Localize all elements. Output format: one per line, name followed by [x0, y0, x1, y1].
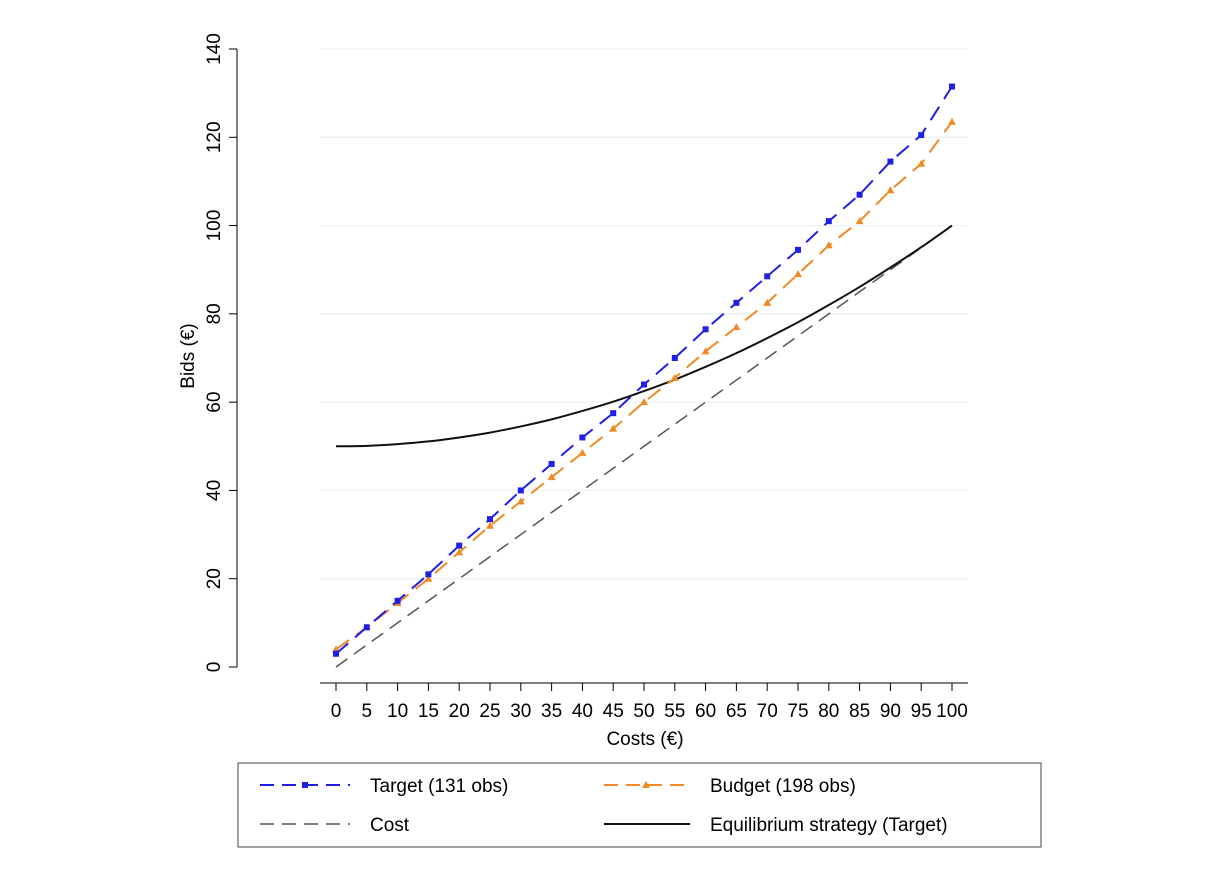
y-tick-label-0: 0 — [204, 662, 225, 673]
point-budget-45 — [609, 424, 618, 432]
point-target-50 — [641, 381, 647, 388]
series-line-equilibrium — [335, 224, 953, 448]
point-target-35 — [548, 460, 555, 467]
x-tick-label-10: 10 — [387, 701, 408, 722]
point-target-75 — [795, 246, 801, 253]
series-line-target — [335, 85, 953, 655]
x-tick-label-80: 80 — [818, 701, 839, 722]
point-budget-100 — [948, 117, 956, 125]
x-tick-label-90: 90 — [880, 701, 901, 722]
x-tick-label-85: 85 — [849, 701, 870, 722]
point-target-65 — [733, 299, 740, 306]
point-budget-55 — [670, 373, 679, 381]
x-tick-label-25: 25 — [479, 701, 500, 722]
point-budget-90 — [886, 186, 895, 194]
point-target-85 — [856, 191, 863, 198]
y-tick-label-80: 80 — [204, 303, 225, 324]
point-budget-40 — [578, 448, 587, 456]
x-tick-label-35: 35 — [541, 701, 562, 722]
point-target-90 — [887, 158, 894, 165]
legend-marker-budget — [642, 781, 650, 788]
point-budget-85 — [855, 217, 864, 225]
point-target-30 — [517, 487, 524, 494]
x-tick-label-95: 95 — [911, 701, 932, 722]
x-tick-label-75: 75 — [787, 701, 808, 722]
y-tick-label-20: 20 — [204, 568, 225, 589]
x-tick-label-20: 20 — [449, 701, 470, 722]
y-tick-label-120: 120 — [204, 121, 225, 153]
series-line-budget — [335, 121, 953, 651]
point-budget-20 — [455, 548, 464, 556]
point-target-5 — [363, 624, 370, 631]
point-budget-15 — [424, 574, 433, 582]
point-target-80 — [825, 218, 832, 225]
x-axis-title: Costs (€) — [606, 729, 683, 750]
legend: Target (131 obs) Budget (198 obs) Cost E… — [237, 762, 1042, 848]
point-target-70 — [764, 273, 771, 280]
legend-marker-target — [302, 782, 308, 788]
point-target-15 — [425, 571, 432, 578]
x-tick-label-50: 50 — [633, 701, 654, 722]
y-tick-label-100: 100 — [204, 210, 225, 242]
legend-label-cost: Cost — [370, 815, 410, 836]
point-target-40 — [579, 434, 586, 441]
gridlines — [320, 48, 968, 580]
x-tick-label-45: 45 — [603, 701, 624, 722]
x-tick-label-30: 30 — [510, 701, 531, 722]
legend-label-budget: Budget (198 obs) — [710, 776, 856, 797]
point-budget-60 — [701, 347, 710, 355]
x-tick-label-40: 40 — [572, 701, 593, 722]
point-budget-50 — [640, 398, 648, 406]
x-tick-label-70: 70 — [757, 701, 778, 722]
point-target-25 — [487, 516, 493, 523]
point-target-0 — [333, 650, 339, 657]
point-budget-30 — [516, 497, 525, 505]
point-target-10 — [394, 597, 401, 604]
x-tick-label-60: 60 — [695, 701, 716, 722]
x-tick-label-5: 5 — [362, 701, 373, 722]
point-budget-75 — [794, 270, 802, 278]
point-target-55 — [671, 355, 678, 361]
point-target-100 — [949, 83, 955, 90]
x-tick-label-15: 15 — [418, 701, 439, 722]
point-target-45 — [610, 410, 617, 417]
series-line-cost — [335, 224, 953, 668]
x-tick-label-55: 55 — [664, 701, 685, 722]
x-tick-label-65: 65 — [726, 701, 747, 722]
point-budget-25 — [486, 521, 494, 529]
point-budget-80 — [824, 241, 833, 249]
point-target-20 — [456, 542, 463, 549]
point-budget-70 — [763, 298, 772, 306]
plot-series — [332, 83, 956, 668]
point-budget-95 — [917, 159, 926, 167]
y-tick-label-40: 40 — [204, 480, 225, 501]
legend-box — [237, 762, 1042, 848]
legend-label-target: Target (131 obs) — [370, 776, 508, 797]
point-target-95 — [918, 132, 925, 139]
point-budget-65 — [732, 323, 741, 331]
point-budget-35 — [547, 473, 556, 481]
point-budget-0 — [332, 645, 340, 653]
x-tick-label-100: 100 — [936, 701, 968, 722]
y-axis-title: Bids (€) — [178, 323, 199, 388]
y-tick-label-60: 60 — [204, 392, 225, 413]
legend-label-equilibrium: Equilibrium strategy (Target) — [710, 815, 948, 836]
y-tick-label-140: 140 — [204, 33, 225, 65]
point-target-60 — [702, 326, 709, 333]
x-tick-label-0: 0 — [331, 701, 342, 722]
